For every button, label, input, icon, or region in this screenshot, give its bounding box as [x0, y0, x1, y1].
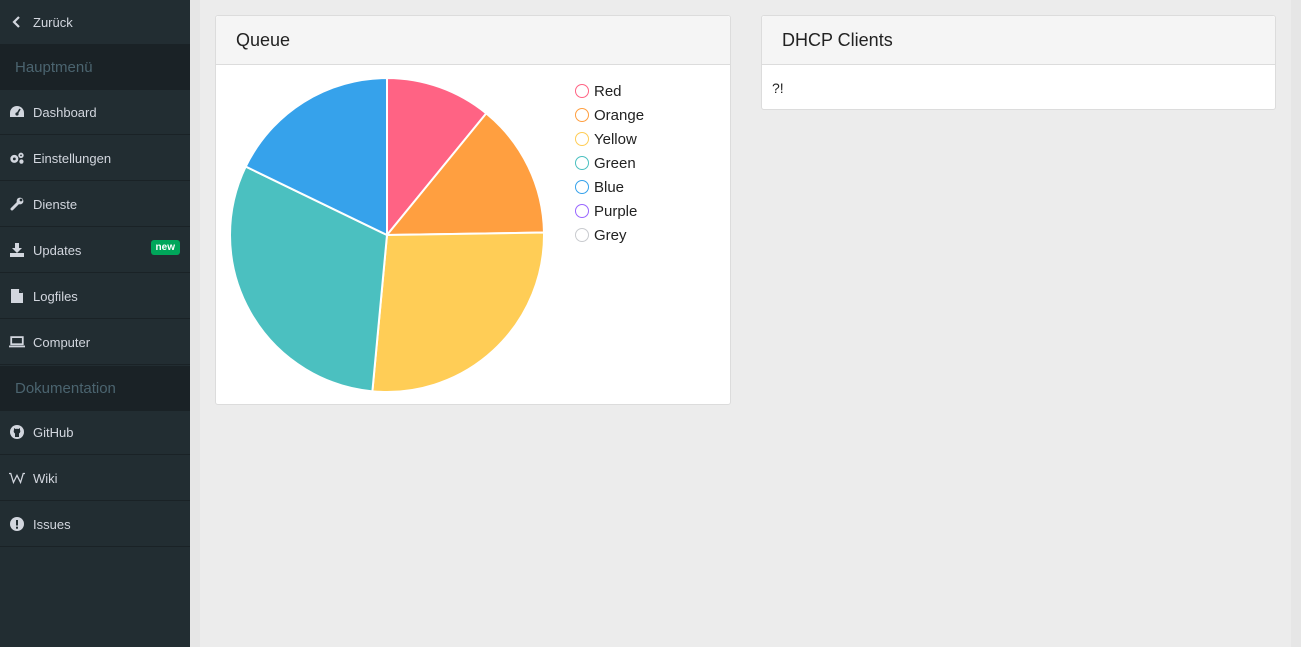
legend-item-blue[interactable]: Blue — [575, 175, 644, 199]
legend-label: Yellow — [594, 130, 637, 148]
legend-swatch — [575, 84, 589, 98]
legend-swatch — [575, 108, 589, 122]
legend-item-green[interactable]: Green — [575, 151, 644, 175]
exclamation-circle-icon — [9, 516, 25, 532]
sidebar-item-wiki[interactable]: Wiki — [0, 456, 190, 501]
sidebar-item-label: Dashboard — [33, 104, 97, 120]
cogs-icon — [9, 150, 25, 166]
file-icon — [9, 288, 25, 304]
sidebar-item-label: Wiki — [33, 470, 58, 486]
sidebar: Zurück Hauptmenü Dashboard Einstellungen… — [0, 0, 190, 647]
sidebar-item-label: Issues — [33, 516, 71, 532]
legend-label: Grey — [594, 226, 627, 244]
back-link[interactable]: Zurück — [0, 0, 190, 45]
main-menu-header: Hauptmenü — [0, 45, 190, 90]
sidebar-item-label: Computer — [33, 334, 91, 350]
legend-swatch — [575, 180, 589, 194]
sidebar-item-einstellungen[interactable]: Einstellungen — [0, 136, 190, 181]
legend-label: Orange — [594, 106, 645, 124]
sidebar-item-logfiles[interactable]: Logfiles — [0, 274, 190, 319]
dhcp-panel-body: ?! — [772, 80, 784, 96]
wikipedia-icon — [9, 470, 25, 486]
pie-slice-green[interactable] — [229, 165, 389, 393]
laptop-icon — [9, 334, 25, 350]
legend-item-red[interactable]: Red — [575, 79, 644, 103]
sidebar-item-label: GitHub — [33, 424, 74, 440]
pie-slice-orange[interactable] — [384, 111, 545, 237]
legend-swatch — [575, 156, 589, 170]
sidebar-item-label: Logfiles — [33, 288, 78, 304]
sidebar-item-dienste[interactable]: Dienste — [0, 182, 190, 227]
sidebar-item-dashboard[interactable]: Dashboard — [0, 90, 190, 135]
dashboard-icon — [9, 104, 25, 120]
legend-label: Red — [594, 82, 622, 100]
pie-slice-blue[interactable] — [244, 76, 388, 237]
sidebar-item-label: Einstellungen — [33, 150, 112, 166]
legend-item-yellow[interactable]: Yellow — [575, 127, 644, 151]
sidebar-item-computer[interactable]: Computer — [0, 320, 190, 365]
content-edge-right — [1291, 0, 1301, 647]
sidebar-item-label: Updates — [33, 242, 82, 258]
chart-legend: Red Orange Yellow Green Blue Purple Grey — [575, 79, 644, 247]
sidebar-item-issues[interactable]: Issues — [0, 502, 190, 547]
new-badge: new — [150, 240, 180, 255]
sidebar-item-github[interactable]: GitHub — [0, 410, 190, 455]
pie-slice-red[interactable] — [386, 76, 488, 238]
chevron-left-icon — [9, 14, 25, 30]
legend-swatch — [575, 204, 589, 218]
legend-item-purple[interactable]: Purple — [575, 199, 644, 223]
legend-label: Blue — [594, 178, 625, 196]
wrench-icon — [9, 196, 25, 212]
queue-pie-chart — [229, 76, 545, 393]
github-icon — [9, 424, 25, 440]
legend-swatch — [575, 132, 589, 146]
queue-panel-title: Queue — [216, 16, 730, 65]
sidebar-item-label: Dienste — [33, 196, 78, 212]
queue-panel: Queue Red Orange Yellow Green Blue Purple Grey — [215, 15, 731, 405]
dhcp-clients-panel: DHCP Clients ?! — [761, 15, 1276, 110]
legend-swatch — [575, 228, 589, 242]
pie-slice-yellow[interactable] — [371, 231, 545, 393]
legend-item-grey[interactable]: Grey — [575, 223, 644, 247]
back-label: Zurück — [33, 14, 73, 30]
legend-label: Purple — [594, 202, 638, 220]
documentation-header: Dokumentation — [0, 366, 190, 411]
legend-label: Green — [594, 154, 636, 172]
legend-item-orange[interactable]: Orange — [575, 103, 644, 127]
dhcp-panel-title: DHCP Clients — [762, 16, 1275, 65]
content-edge-left — [190, 0, 200, 647]
download-icon — [9, 242, 25, 258]
sidebar-item-updates[interactable]: Updates new — [0, 228, 190, 273]
